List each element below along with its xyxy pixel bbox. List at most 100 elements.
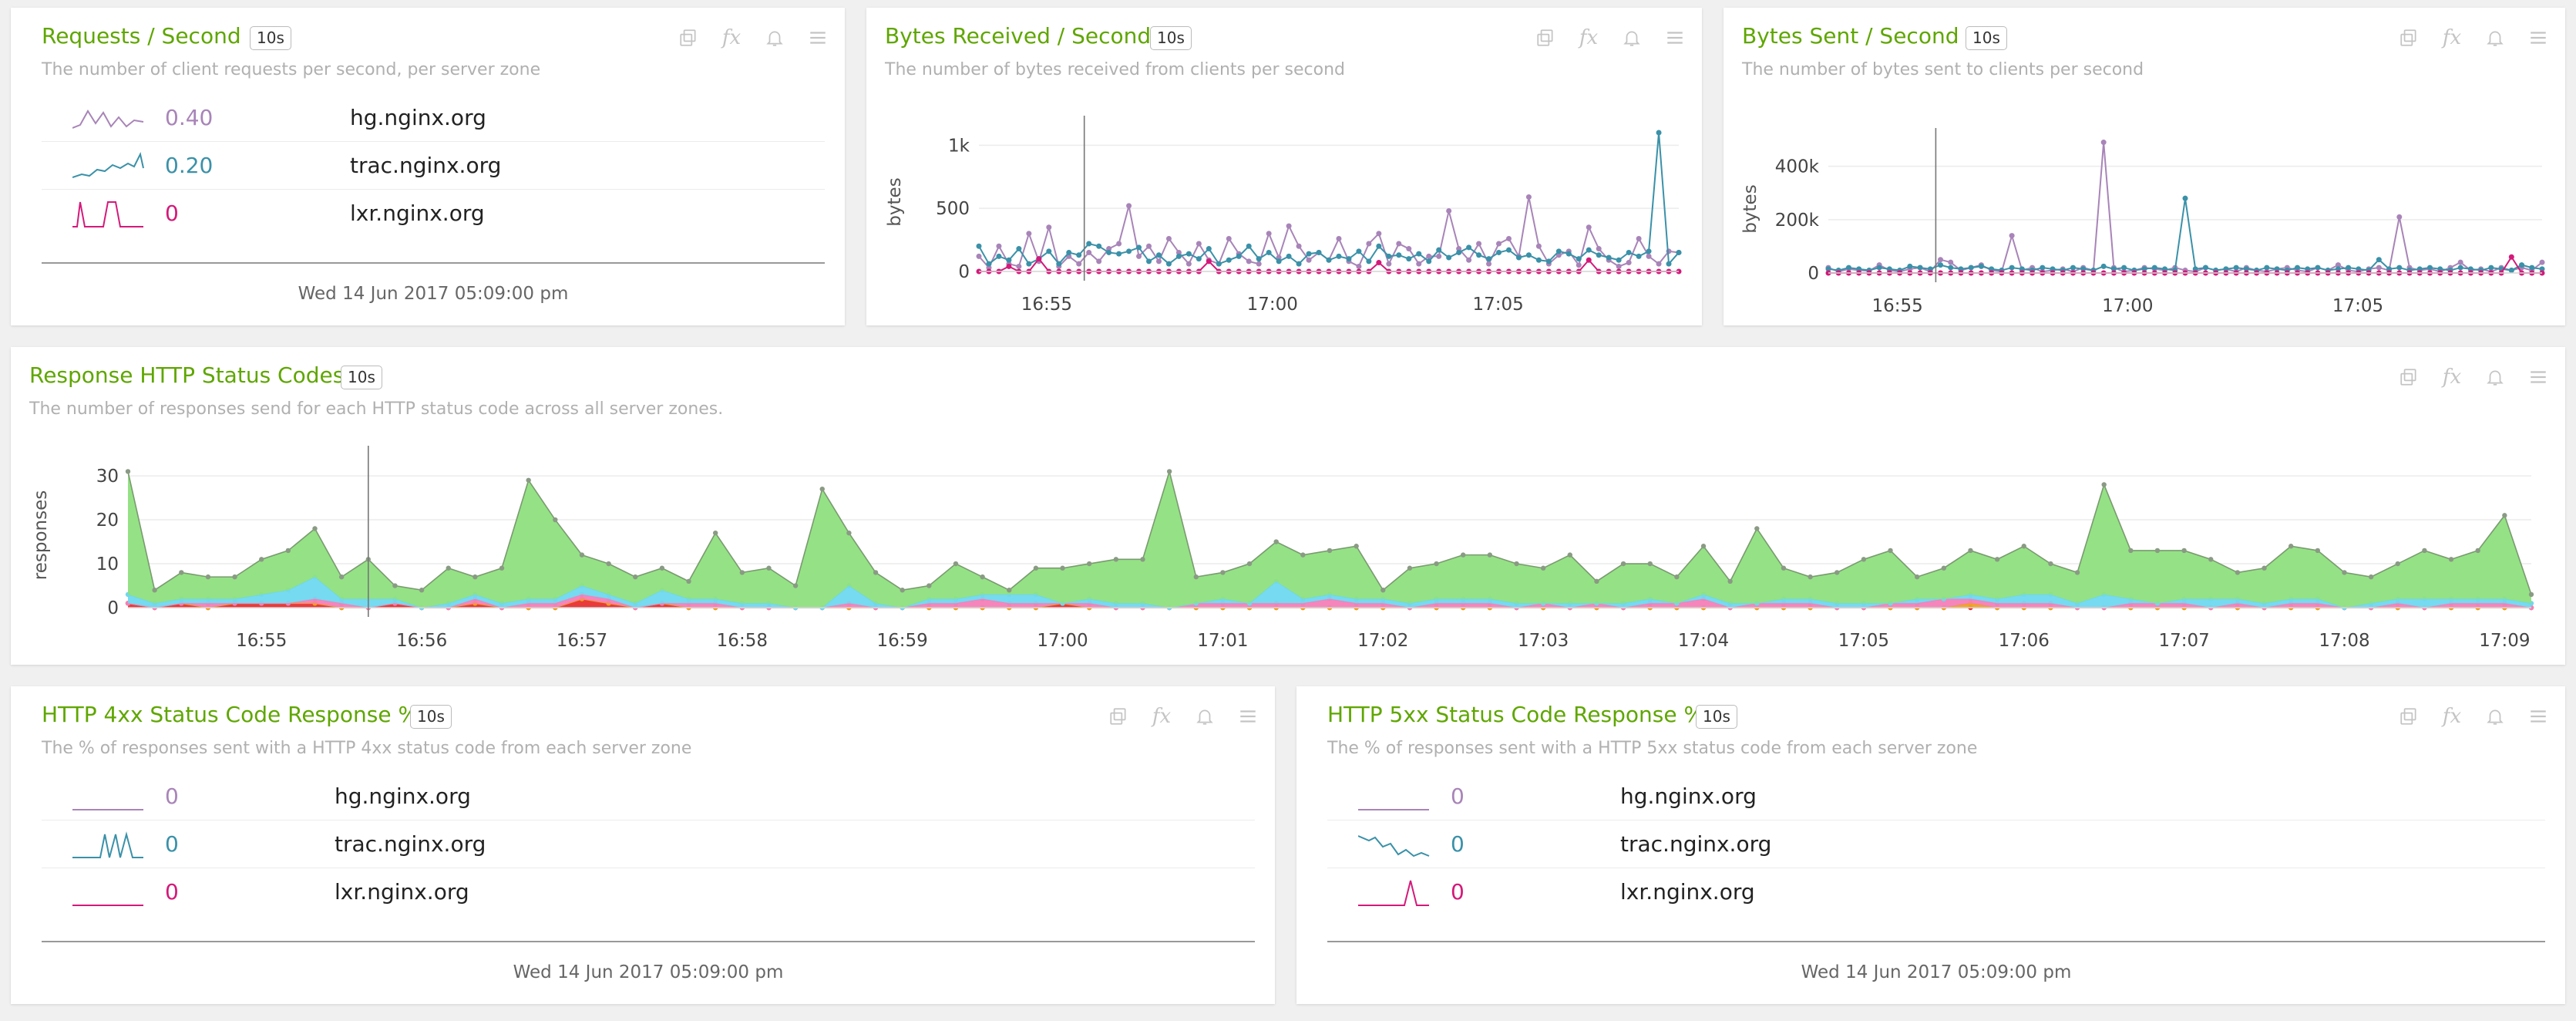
x-tick-label: 16:58 xyxy=(717,631,768,651)
data-point xyxy=(1646,248,1652,254)
data-point xyxy=(1076,252,1082,258)
legend-row-trac[interactable]: 0 trac.nginx.org xyxy=(42,821,1255,868)
data-point xyxy=(1086,241,1092,247)
bell-icon[interactable] xyxy=(1620,26,1643,49)
duplicate-icon[interactable] xyxy=(677,26,700,49)
data-point xyxy=(1476,252,1482,258)
interval-badge[interactable]: 10s xyxy=(341,366,382,389)
data-point xyxy=(1226,257,1232,263)
legend-row-hg[interactable]: 0 hg.nginx.org xyxy=(42,773,1255,821)
legend-divider xyxy=(1327,941,2545,942)
data-point xyxy=(2396,265,2403,271)
data-point xyxy=(1620,561,1626,567)
legend-row-lxr[interactable]: 0 lxr.nginx.org xyxy=(42,190,825,238)
data-point xyxy=(1456,249,1462,255)
legend-row-lxr[interactable]: 0 lxr.nginx.org xyxy=(1327,868,2545,916)
data-point xyxy=(1505,235,1512,241)
panel-title[interactable]: Bytes Sent / Second xyxy=(1742,23,1959,49)
interval-badge[interactable]: 10s xyxy=(1966,26,2007,50)
data-point xyxy=(2019,266,2025,272)
data-point xyxy=(2508,268,2514,274)
data-point xyxy=(2386,266,2393,272)
legend-row-hg[interactable]: 0 hg.nginx.org xyxy=(1327,773,2545,821)
panel-title[interactable]: HTTP 4xx Status Code Response % xyxy=(42,702,419,727)
data-point xyxy=(1586,247,1592,253)
legend-row-trac[interactable]: 0 trac.nginx.org xyxy=(1327,821,2545,868)
fx-icon[interactable]: fx xyxy=(2440,366,2463,389)
legend-value: 0 xyxy=(1451,831,1465,857)
panel-title[interactable]: Bytes Received / Second xyxy=(885,23,1152,49)
data-point xyxy=(1286,223,1292,229)
duplicate-icon[interactable] xyxy=(1534,26,1557,49)
interval-badge[interactable]: 10s xyxy=(1150,26,1192,50)
status-codes-chart[interactable]: 0 10 20 30 responses 16:55 16:56 16:57 16:58 16:5… xyxy=(11,432,2565,665)
legend-value: 0 xyxy=(165,783,179,809)
fx-icon[interactable]: fx xyxy=(2440,705,2463,728)
legend-row-hg[interactable]: 0.40 hg.nginx.org xyxy=(42,94,825,142)
x-tick-label: 17:00 xyxy=(1037,631,1088,651)
data-point xyxy=(1126,248,1132,254)
menu-icon[interactable] xyxy=(2527,705,2550,728)
menu-icon[interactable] xyxy=(1236,705,1259,728)
fx-icon[interactable]: fx xyxy=(2440,26,2463,49)
menu-icon[interactable] xyxy=(1663,26,1687,49)
bell-icon[interactable] xyxy=(1193,705,1216,728)
data-point xyxy=(2040,265,2046,271)
data-point xyxy=(2141,266,2147,272)
data-point xyxy=(1016,246,1022,252)
duplicate-icon[interactable] xyxy=(2397,26,2420,49)
duplicate-icon[interactable] xyxy=(1107,705,1130,728)
data-point xyxy=(1126,203,1132,209)
data-point xyxy=(1586,257,1592,263)
data-point xyxy=(2074,570,2080,575)
menu-icon[interactable] xyxy=(2527,366,2550,389)
data-point xyxy=(1876,265,1882,271)
data-point xyxy=(1006,257,1012,263)
menu-icon[interactable] xyxy=(806,26,829,49)
data-point xyxy=(1666,261,1672,267)
duplicate-icon[interactable] xyxy=(2397,366,2420,389)
bytes-sent-chart[interactable]: 0 200k 400k bytes 16:55 17:00 17:05 xyxy=(1723,94,2565,325)
panel-toolbar: fx xyxy=(1534,26,1687,49)
bell-icon[interactable] xyxy=(2484,26,2507,49)
panel-bytes-sent: Bytes Sent / Second 10s fx The number of… xyxy=(1723,8,2565,325)
data-point xyxy=(2295,265,2301,271)
menu-icon[interactable] xyxy=(2527,26,2550,49)
interval-badge[interactable]: 10s xyxy=(250,26,291,50)
interval-badge[interactable]: 10s xyxy=(1696,705,1737,729)
bell-icon[interactable] xyxy=(2484,366,2507,389)
data-point xyxy=(1206,246,1212,252)
duplicate-icon[interactable] xyxy=(2397,705,2420,728)
data-point xyxy=(976,243,982,249)
y-tick-label: 400k xyxy=(1775,157,1820,177)
panel-title[interactable]: Response HTTP Status Codes xyxy=(29,362,345,388)
data-point xyxy=(1175,249,1182,255)
data-point xyxy=(1033,565,1039,571)
fx-icon[interactable]: fx xyxy=(1150,705,1173,728)
legend-row-trac[interactable]: 0.20 trac.nginx.org xyxy=(42,142,825,190)
data-point xyxy=(739,570,745,575)
series-area xyxy=(128,577,2531,608)
data-point xyxy=(1076,261,1082,267)
bell-icon[interactable] xyxy=(763,26,786,49)
panel-title[interactable]: HTTP 5xx Status Code Response % xyxy=(1327,702,1705,727)
x-tick-label: 17:05 xyxy=(1473,295,1524,315)
panel-title[interactable]: Requests / Second xyxy=(42,23,241,49)
interval-badge[interactable]: 10s xyxy=(410,705,452,729)
data-point xyxy=(1594,578,1599,585)
data-point xyxy=(1466,244,1472,251)
fx-icon[interactable]: fx xyxy=(1577,26,1600,49)
data-point xyxy=(1626,249,1632,255)
panel-description: The % of responses sent with a HTTP 5xx … xyxy=(1327,739,1978,758)
legend-row-lxr[interactable]: 0 lxr.nginx.org xyxy=(42,868,1255,916)
data-point xyxy=(1545,258,1552,265)
fx-icon[interactable]: fx xyxy=(720,26,743,49)
data-point xyxy=(1416,261,1422,267)
bytes-received-chart[interactable]: 0 500 1k bytes 16:55 17:00 17:05 xyxy=(866,94,1702,325)
y-tick-label: 500 xyxy=(936,199,970,219)
data-point xyxy=(125,469,131,474)
legend-value: 0 xyxy=(165,831,179,857)
data-point xyxy=(1426,253,1432,259)
server-zone-name: trac.nginx.org xyxy=(350,153,502,178)
bell-icon[interactable] xyxy=(2484,705,2507,728)
